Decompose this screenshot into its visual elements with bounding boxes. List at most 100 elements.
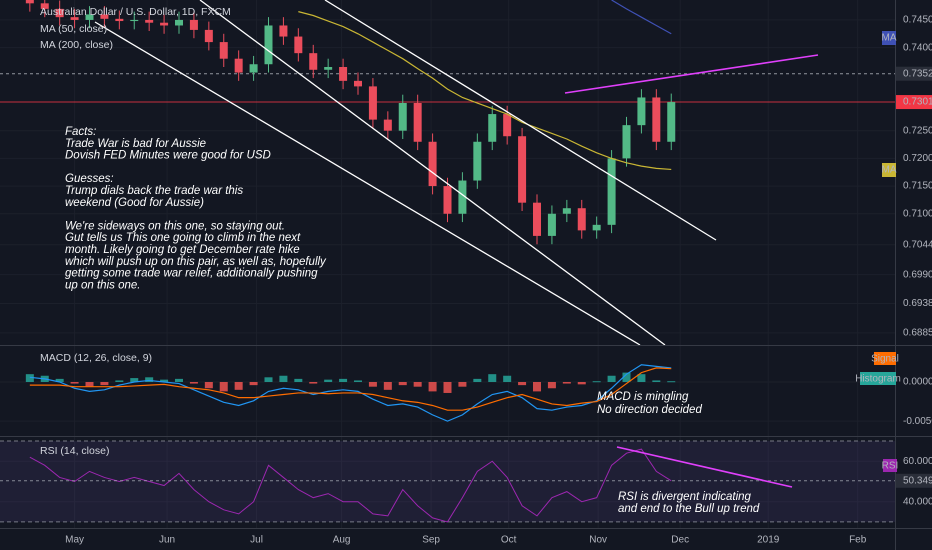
- histogram-bar: [562, 382, 571, 384]
- candle-body: [518, 136, 527, 203]
- x-tick-label: Feb: [849, 535, 867, 546]
- histogram-bar: [324, 379, 333, 382]
- histogram-bar: [622, 372, 631, 382]
- x-tick-label: Aug: [333, 535, 351, 546]
- rsi-last-label: 50.3490: [903, 475, 932, 486]
- candle-body: [130, 19, 139, 22]
- candle-body: [160, 22, 169, 26]
- candle-body: [25, 0, 34, 4]
- symbol-title: Australian Dollar / U.S. Dollar, 1D, FXC…: [40, 6, 231, 18]
- histogram-bar: [488, 374, 497, 382]
- annotation: weekend (Good for Aussie): [65, 197, 204, 209]
- candle-body: [339, 67, 348, 81]
- candle-body: [249, 64, 258, 73]
- candle-body: [189, 19, 198, 30]
- histogram-bar: [443, 382, 452, 393]
- x-tick-label: 2019: [757, 535, 780, 546]
- trend-line: [324, 0, 717, 241]
- histogram-bar: [533, 382, 541, 392]
- annotation: Trade War is bad for Aussie: [65, 138, 206, 150]
- candle-body: [533, 202, 541, 236]
- legend-entry: MA (200, close): [40, 39, 113, 51]
- histogram-bar: [518, 382, 527, 386]
- histogram-bar: [652, 380, 661, 382]
- histogram-bar: [130, 378, 139, 382]
- candle-body: [204, 29, 213, 43]
- histogram-bar: [354, 380, 362, 382]
- histogram-bar: [219, 382, 228, 392]
- candle-body: [503, 114, 512, 137]
- macd-title: MACD (12, 26, close, 9): [40, 352, 152, 364]
- moving-average: [298, 11, 672, 171]
- histogram-bar: [234, 382, 243, 390]
- histogram-bar: [607, 375, 616, 382]
- histogram-bar: [70, 382, 79, 384]
- histogram-bar: [667, 381, 676, 383]
- legend-entry: MA (50, close): [40, 23, 107, 35]
- annotation: up on this one.: [65, 279, 140, 291]
- histogram-bar: [592, 381, 601, 383]
- signal-badge-label: Signal: [871, 354, 899, 365]
- histogram-bar: [249, 382, 258, 386]
- candle-body: [652, 97, 661, 142]
- histogram-bar: [294, 378, 303, 382]
- drawings: [94, 0, 819, 488]
- candle-body: [145, 19, 154, 23]
- candle-body: [413, 103, 422, 142]
- histogram-bar: [309, 382, 318, 384]
- candle-body: [443, 186, 452, 214]
- candle-body: [607, 158, 616, 225]
- rsi-divergence-line: [616, 446, 793, 488]
- histogram-bar: [428, 382, 437, 392]
- annotation: Facts:: [65, 126, 96, 138]
- candle-body: [368, 86, 377, 120]
- candle-body: [309, 53, 318, 70]
- price-label: 0.73017: [903, 97, 932, 108]
- y-tick-label: 0.0000: [903, 377, 932, 388]
- ma-badge: [882, 163, 896, 177]
- candle-body: [622, 125, 631, 159]
- signal-line: [29, 367, 672, 411]
- candle-body: [324, 67, 333, 70]
- candle-body: [577, 208, 586, 231]
- candle-body: [473, 141, 482, 181]
- histogram-bar: [175, 378, 183, 382]
- annotation: month. Likely going to get December rate…: [65, 244, 300, 256]
- candle-body: [354, 80, 362, 87]
- histogram-bar: [458, 382, 467, 387]
- trend-line: [199, 0, 666, 346]
- candle-body: [175, 19, 183, 26]
- resistance-line: [564, 54, 819, 94]
- rsi-badge: [883, 459, 897, 472]
- histogram-bar: [547, 382, 556, 389]
- y-tick-label: 40.0000: [903, 496, 932, 507]
- candle-body: [234, 58, 243, 73]
- histogram-bar: [398, 382, 407, 386]
- histogram-bar: [383, 382, 392, 390]
- x-tick-label: Oct: [501, 535, 517, 546]
- rsi-band: [0, 441, 895, 522]
- candle-body: [100, 14, 109, 19]
- candle-body: [294, 36, 303, 54]
- candle-body: [85, 14, 94, 20]
- histogram-bar: [145, 377, 154, 382]
- annotation: Dovish FED Minutes were good for USD: [65, 150, 271, 162]
- rsi-line: [29, 448, 672, 523]
- candle-body: [667, 102, 676, 142]
- marks: [0, 0, 895, 523]
- candle-body: [488, 114, 497, 142]
- histogram-bar: [577, 382, 586, 385]
- histogram-bar: [473, 378, 482, 382]
- histogram-bar: [115, 380, 124, 382]
- annotation: and end to the Bull up trend: [618, 503, 760, 515]
- annotation: RSI is divergent indicating: [618, 491, 752, 503]
- trend-line: [94, 21, 641, 346]
- annotation: MACD is mingling: [597, 391, 689, 403]
